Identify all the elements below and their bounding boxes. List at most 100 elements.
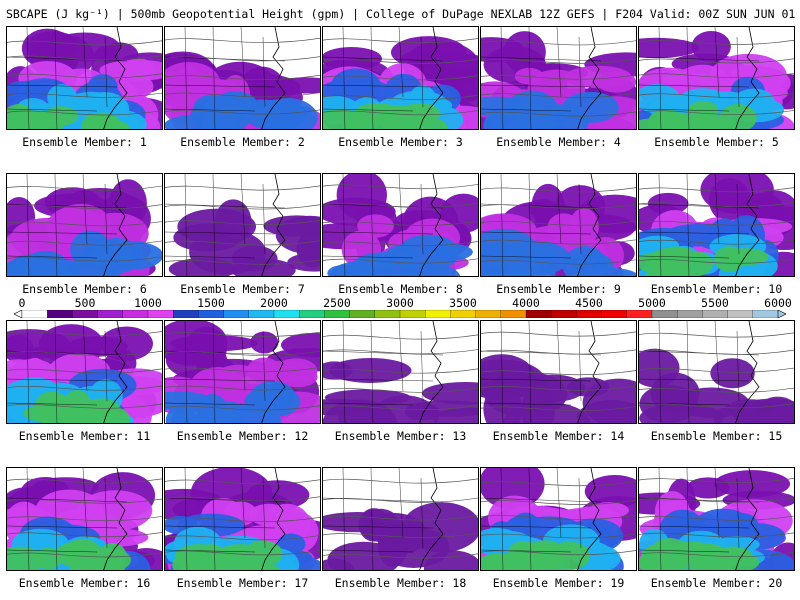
colorbar-tick: 1500 xyxy=(197,296,225,310)
colorbar-bin xyxy=(173,310,199,318)
colorbar-bin xyxy=(47,310,73,318)
ensemble-member-map xyxy=(638,173,795,277)
cape-shading xyxy=(679,543,731,571)
cape-shading xyxy=(85,239,131,263)
colorbar-tick: 5000 xyxy=(638,296,666,310)
ensemble-member-map xyxy=(164,320,321,424)
ensemble-member-label: Ensemble Member: 18 xyxy=(322,576,479,590)
colorbar-bin xyxy=(753,310,779,318)
map-canvas xyxy=(323,27,479,130)
colorbar-bin xyxy=(425,310,451,318)
cape-shading xyxy=(650,248,686,276)
ensemble-member-label: Ensemble Member: 7 xyxy=(164,282,321,296)
ensemble-member-label: Ensemble Member: 12 xyxy=(164,429,321,443)
map-canvas xyxy=(7,468,163,571)
map-canvas xyxy=(639,468,795,571)
cape-shading xyxy=(170,335,258,351)
colorbar-tick: 3000 xyxy=(386,296,414,310)
colorbar-tick: 0 xyxy=(19,296,26,310)
colorbar-bin xyxy=(501,310,527,318)
ensemble-member-label: Ensemble Member: 14 xyxy=(480,429,637,443)
map-canvas xyxy=(323,468,479,571)
colorbar-bin xyxy=(728,310,754,318)
colorbar-bin xyxy=(22,310,48,318)
ensemble-member-map xyxy=(6,320,163,424)
map-canvas xyxy=(165,321,321,424)
colorbar-bin xyxy=(148,310,174,318)
ensemble-member-label: Ensemble Member: 15 xyxy=(638,429,795,443)
ensemble-member-map xyxy=(164,467,321,571)
map-canvas xyxy=(639,321,795,424)
ensemble-member-map xyxy=(322,173,479,277)
ensemble-member-label: Ensemble Member: 4 xyxy=(480,135,637,149)
ensemble-member-map xyxy=(6,173,163,277)
cape-shading xyxy=(688,101,719,123)
colorbar-bin xyxy=(576,310,602,318)
ensemble-member-label: Ensemble Member: 9 xyxy=(480,282,637,296)
ensemble-member-label: Ensemble Member: 8 xyxy=(322,282,479,296)
cape-shading xyxy=(232,246,278,272)
ensemble-member-map xyxy=(322,467,479,571)
map-canvas xyxy=(481,468,637,571)
map-canvas xyxy=(639,27,795,130)
ensemble-member-map xyxy=(164,26,321,130)
ensemble-member-map xyxy=(638,467,795,571)
colorbar-bin xyxy=(324,310,350,318)
colorbar-tick: 3500 xyxy=(449,296,477,310)
colorbar-tick: 1000 xyxy=(134,296,162,310)
colorbar-bin xyxy=(677,310,703,318)
colorbar-bin xyxy=(526,310,552,318)
cape-shading xyxy=(357,252,416,269)
colorbar-tick: 6000 xyxy=(764,296,792,310)
colorbar-bin xyxy=(350,310,376,318)
map-canvas xyxy=(7,27,163,130)
map-canvas xyxy=(481,321,637,424)
ensemble-member-map xyxy=(638,320,795,424)
ensemble-member-map xyxy=(6,26,163,130)
ensemble-member-label: Ensemble Member: 6 xyxy=(6,282,163,296)
colorbar-bin xyxy=(400,310,426,318)
colorbar-bin xyxy=(375,310,401,318)
ensemble-member-label: Ensemble Member: 1 xyxy=(6,135,163,149)
ensemble-member-label: Ensemble Member: 17 xyxy=(164,576,321,590)
colorbar-bin xyxy=(299,310,325,318)
colorbar-bin xyxy=(602,310,628,318)
ensemble-member-map xyxy=(322,26,479,130)
map-canvas xyxy=(639,174,795,277)
ensemble-member-label: Ensemble Member: 11 xyxy=(6,429,163,443)
colorbar-bin xyxy=(123,310,149,318)
ensemble-member-label: Ensemble Member: 16 xyxy=(6,576,163,590)
colorbar-bin xyxy=(249,310,275,318)
cape-shading xyxy=(357,214,394,237)
figure-title: SBCAPE (J kg⁻¹) | 500mb Geopotential Hei… xyxy=(6,7,800,21)
map-canvas xyxy=(323,321,479,424)
map-canvas xyxy=(7,321,163,424)
ensemble-member-label: Ensemble Member: 19 xyxy=(480,576,637,590)
colorbar-tick: 5500 xyxy=(701,296,729,310)
ensemble-member-label: Ensemble Member: 20 xyxy=(638,576,795,590)
map-canvas xyxy=(481,27,637,130)
map-canvas xyxy=(481,174,637,277)
ensemble-member-label: Ensemble Member: 13 xyxy=(322,429,479,443)
colorbar-tick: 4000 xyxy=(512,296,540,310)
colorbar-bin xyxy=(652,310,678,318)
ensemble-member-map xyxy=(322,320,479,424)
ensemble-member-map xyxy=(480,320,637,424)
ensemble-member-label: Ensemble Member: 10 xyxy=(638,282,795,296)
colorbar-tick: 2000 xyxy=(260,296,288,310)
map-canvas xyxy=(7,174,163,277)
colorbar-bin xyxy=(72,310,98,318)
ensemble-member-map xyxy=(480,173,637,277)
colorbar-bin xyxy=(198,310,224,318)
ensemble-member-map xyxy=(6,467,163,571)
ensemble-member-label: Ensemble Member: 2 xyxy=(164,135,321,149)
map-canvas xyxy=(323,174,479,277)
cape-shading xyxy=(503,31,545,73)
colorbar-bin xyxy=(224,310,250,318)
colorbar-bin xyxy=(274,310,300,318)
colorbar-tick: 500 xyxy=(75,296,96,310)
colorbar-bin xyxy=(98,310,124,318)
cape-shading xyxy=(710,358,754,388)
colorbar-bin xyxy=(450,310,476,318)
map-canvas xyxy=(165,27,321,130)
